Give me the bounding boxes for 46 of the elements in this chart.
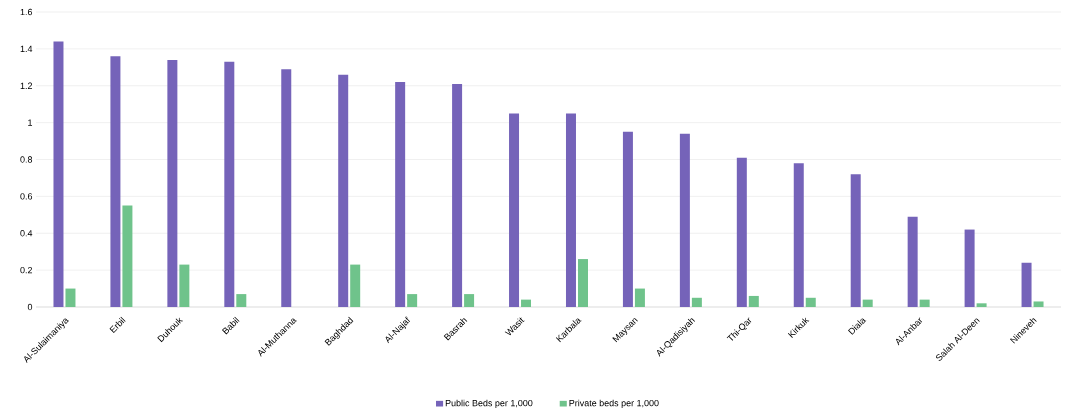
legend-label: Private beds per 1,000: [569, 399, 659, 409]
bar: [167, 59, 178, 307]
y-tick-label: 0.2: [20, 266, 33, 274]
bar: [862, 299, 873, 307]
bar: [850, 174, 861, 307]
bar: [53, 41, 64, 307]
bar: [224, 61, 235, 307]
bar: [350, 264, 361, 307]
bar: [1021, 262, 1032, 307]
y-tick-label: 1.2: [20, 82, 33, 89]
bar: [122, 205, 133, 307]
bar: [793, 163, 804, 307]
y-tick-label: 0.4: [20, 230, 33, 237]
bar: [691, 297, 702, 307]
bar: [577, 259, 588, 307]
bar: [622, 131, 633, 307]
y-tick-label: 1.6: [20, 8, 33, 16]
bar: [634, 288, 645, 307]
y-tick-label: 0: [27, 303, 33, 311]
y-tick-label: 0.8: [20, 156, 33, 163]
bar: [748, 295, 759, 307]
bar: [805, 297, 816, 307]
bar: [919, 299, 930, 307]
bar: [65, 288, 76, 307]
bar: [976, 303, 987, 307]
bar: [964, 229, 975, 307]
y-tick-label: 1.4: [20, 45, 33, 52]
y-tick-label: 1: [28, 119, 33, 126]
bar: [179, 264, 190, 307]
bar: [407, 294, 418, 307]
legend-label: Public Beds per 1,000: [445, 399, 533, 409]
y-tick-label: 0.6: [20, 193, 33, 200]
bar: [281, 69, 292, 307]
bar: [521, 299, 532, 307]
bar: [338, 74, 349, 307]
bar: [395, 82, 406, 307]
bar: [110, 56, 121, 307]
bar: [565, 113, 576, 307]
bar: [679, 133, 690, 307]
bar: [464, 294, 475, 307]
bar: [509, 113, 520, 307]
bar: [907, 216, 918, 307]
bar: [236, 294, 247, 307]
bar: [736, 157, 747, 307]
bar: [452, 83, 463, 307]
bar: [1033, 301, 1044, 307]
